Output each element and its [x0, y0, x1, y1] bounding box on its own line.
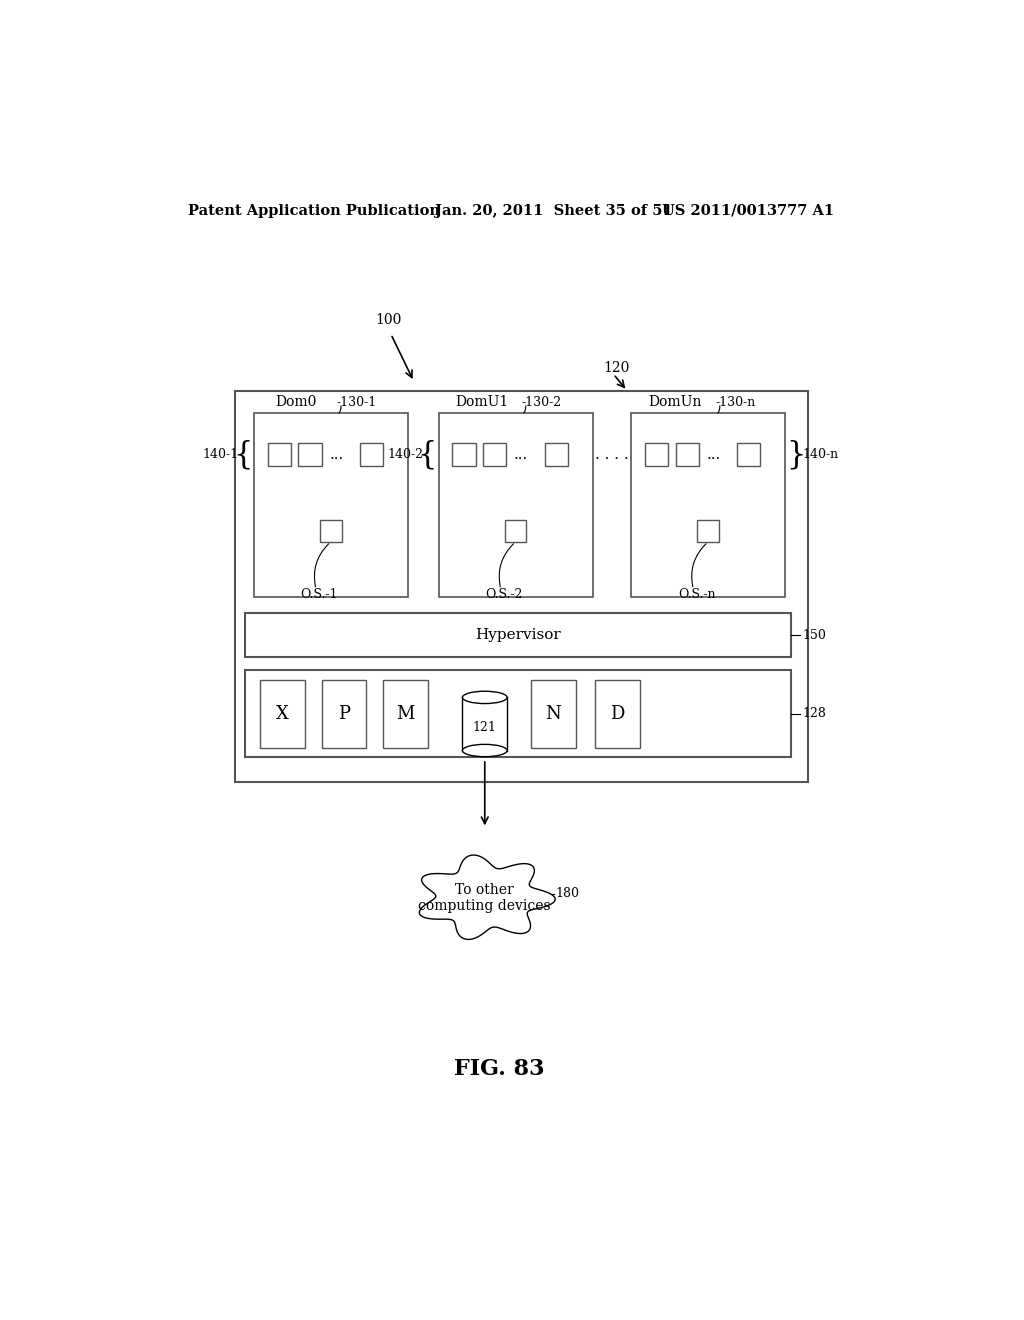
Text: O.S.-1: O.S.-1: [300, 589, 338, 601]
Text: ...: ...: [514, 447, 528, 462]
Bar: [322, 680, 367, 748]
Text: 180: 180: [556, 887, 580, 900]
Text: Dom0: Dom0: [275, 396, 316, 409]
Bar: [595, 680, 640, 748]
Bar: [260, 680, 304, 748]
Bar: [453, 444, 475, 466]
Text: O.S.-2: O.S.-2: [485, 589, 522, 601]
Bar: [631, 413, 785, 598]
Text: M: M: [396, 705, 415, 723]
Text: DomUn: DomUn: [648, 396, 701, 409]
Bar: [545, 444, 568, 466]
Text: Hypervisor: Hypervisor: [475, 628, 561, 642]
Text: US 2011/0013777 A1: US 2011/0013777 A1: [662, 203, 834, 218]
Bar: [254, 413, 408, 598]
Bar: [483, 444, 506, 466]
Text: ...: ...: [330, 447, 343, 462]
Ellipse shape: [463, 744, 507, 756]
Text: -130-2: -130-2: [521, 396, 562, 409]
Text: ...: ...: [707, 447, 721, 462]
Bar: [234, 391, 808, 781]
Bar: [505, 520, 526, 543]
Text: P: P: [338, 705, 350, 723]
Text: 121: 121: [473, 721, 497, 734]
Text: D: D: [610, 705, 625, 723]
Text: {: {: [418, 440, 437, 470]
Text: 120: 120: [603, 360, 630, 375]
Bar: [645, 444, 668, 466]
Text: . . . .: . . . .: [595, 447, 629, 462]
Bar: [438, 413, 593, 598]
Bar: [245, 612, 792, 657]
Bar: [531, 680, 575, 748]
Bar: [245, 671, 792, 758]
Text: -130-n: -130-n: [716, 396, 756, 409]
Text: DomU1: DomU1: [456, 396, 509, 409]
Text: To other
computing devices: To other computing devices: [419, 883, 551, 912]
Text: FIG. 83: FIG. 83: [454, 1057, 545, 1080]
Text: 140-1: 140-1: [202, 449, 239, 462]
Bar: [676, 444, 698, 466]
Text: 128: 128: [802, 708, 826, 721]
Text: -130-1: -130-1: [337, 396, 377, 409]
Bar: [737, 444, 761, 466]
Bar: [319, 520, 342, 543]
Text: Jan. 20, 2011  Sheet 35 of 51: Jan. 20, 2011 Sheet 35 of 51: [435, 203, 673, 218]
Bar: [267, 444, 291, 466]
Bar: [298, 444, 322, 466]
Text: Patent Application Publication: Patent Application Publication: [188, 203, 440, 218]
Text: N: N: [546, 705, 561, 723]
Text: 100: 100: [376, 313, 401, 327]
Bar: [697, 520, 719, 543]
Text: {: {: [232, 440, 252, 470]
Text: 140-n: 140-n: [802, 449, 838, 462]
Text: X: X: [275, 705, 289, 723]
Bar: [360, 444, 383, 466]
Text: 140-2: 140-2: [387, 449, 423, 462]
Bar: [383, 680, 428, 748]
Polygon shape: [420, 855, 555, 940]
Ellipse shape: [463, 692, 507, 704]
Text: }: }: [786, 440, 806, 470]
Text: 150: 150: [802, 628, 826, 642]
Text: O.S.-n: O.S.-n: [678, 589, 715, 601]
